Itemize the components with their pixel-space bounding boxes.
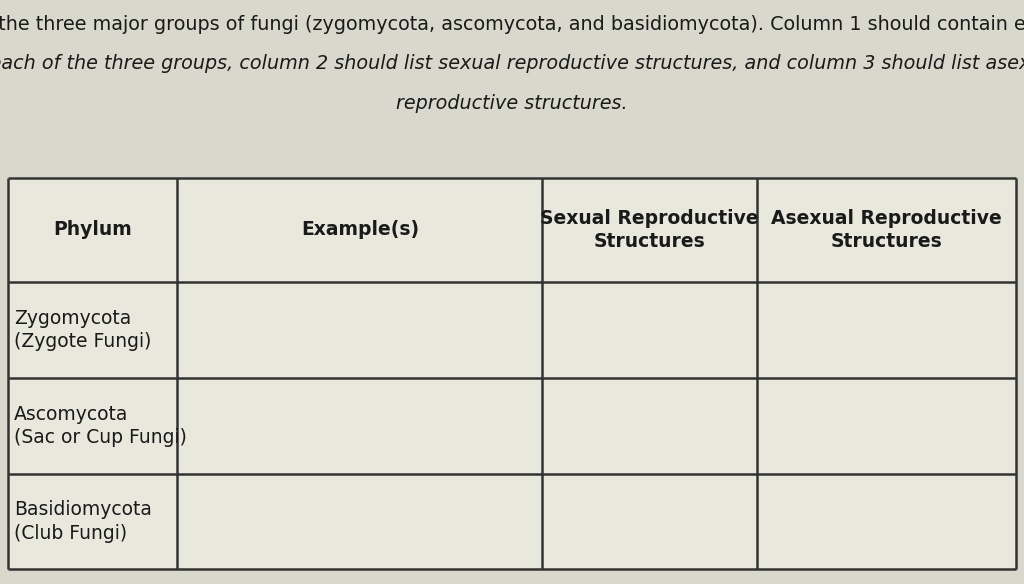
Text: of each of the three groups, column 2 should list sexual reproductive structures: of each of the three groups, column 2 sh…	[0, 54, 1024, 74]
Text: reproductive structures.: reproductive structures.	[396, 94, 628, 113]
Text: Table of the three major groups of fungi (zygomycota, ascomycota, and basidiomyc: Table of the three major groups of fungi…	[0, 15, 1024, 34]
Text: Phylum: Phylum	[53, 221, 132, 239]
Text: Zygomycota
(Zygote Fungi): Zygomycota (Zygote Fungi)	[14, 309, 152, 351]
Text: Sexual Reproductive
Structures: Sexual Reproductive Structures	[541, 208, 759, 251]
Text: Basidiomycota
(Club Fungi): Basidiomycota (Club Fungi)	[14, 500, 153, 543]
Text: Ascomycota
(Sac or Cup Fungi): Ascomycota (Sac or Cup Fungi)	[14, 405, 187, 447]
Text: Example(s): Example(s)	[301, 221, 419, 239]
Text: Asexual Reproductive
Structures: Asexual Reproductive Structures	[771, 208, 1001, 251]
